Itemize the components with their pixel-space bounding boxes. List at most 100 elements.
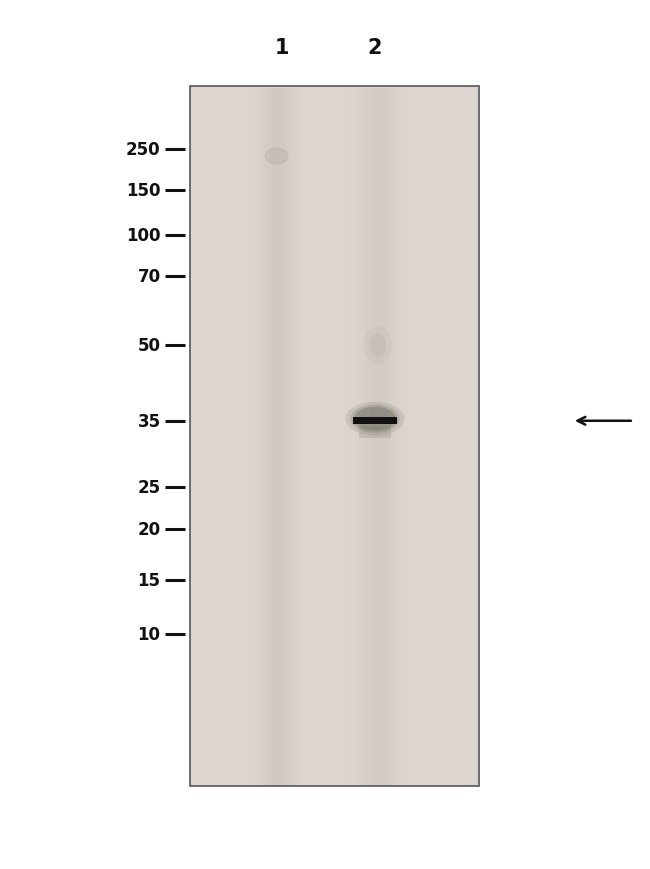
Bar [274, 89, 275, 785]
Bar [279, 89, 280, 785]
Bar [261, 89, 262, 785]
Bar [280, 89, 281, 785]
Bar [387, 89, 388, 785]
Bar [248, 89, 249, 785]
Bar [352, 89, 353, 785]
Bar [352, 418, 397, 425]
Text: 35: 35 [137, 412, 161, 430]
Bar [275, 89, 276, 785]
Bar [370, 89, 371, 785]
Bar [377, 89, 378, 785]
Bar [293, 89, 294, 785]
Bar [252, 89, 253, 785]
Bar [356, 89, 357, 785]
Bar [265, 89, 266, 785]
Bar [363, 89, 365, 785]
Bar [346, 89, 348, 785]
Bar [375, 89, 376, 785]
Bar [359, 89, 360, 785]
Bar [373, 89, 374, 785]
Ellipse shape [350, 405, 400, 433]
Bar [408, 89, 409, 785]
Bar [397, 89, 398, 785]
Bar [351, 89, 352, 785]
Bar [254, 89, 255, 785]
Text: 70: 70 [137, 269, 161, 286]
Bar [286, 89, 287, 785]
Circle shape [369, 335, 386, 357]
Bar [303, 89, 304, 785]
Bar [288, 89, 289, 785]
Bar [255, 89, 256, 785]
Bar [380, 89, 382, 785]
Bar [249, 89, 250, 785]
Bar [281, 89, 282, 785]
Bar [378, 89, 380, 785]
Bar [405, 89, 406, 785]
Bar [251, 89, 252, 785]
Bar [372, 89, 373, 785]
Bar [190, 87, 479, 786]
Bar [389, 89, 390, 785]
Text: 10: 10 [138, 625, 161, 643]
Bar [276, 89, 277, 785]
Bar [285, 89, 286, 785]
Bar [271, 89, 272, 785]
Bar [365, 89, 367, 785]
Bar [382, 89, 383, 785]
Ellipse shape [345, 402, 404, 436]
Bar [282, 89, 283, 785]
Text: 150: 150 [126, 182, 161, 199]
Bar [295, 89, 296, 785]
Bar [407, 89, 408, 785]
Bar [299, 89, 300, 785]
Bar [283, 89, 284, 785]
Text: 1: 1 [275, 38, 290, 57]
Bar [300, 89, 301, 785]
Bar [374, 89, 375, 785]
Bar [367, 89, 368, 785]
Text: 250: 250 [126, 141, 161, 159]
Bar [391, 89, 392, 785]
Bar [385, 89, 387, 785]
Bar [376, 89, 377, 785]
Bar [404, 89, 405, 785]
Bar [396, 89, 397, 785]
Bar [384, 89, 385, 785]
Bar [357, 89, 358, 785]
Bar [371, 89, 372, 785]
Bar [297, 89, 298, 785]
Text: 100: 100 [126, 227, 161, 245]
Bar [294, 89, 295, 785]
Bar [388, 89, 389, 785]
Bar [272, 89, 273, 785]
Bar [298, 89, 299, 785]
Text: 25: 25 [137, 478, 161, 496]
Text: 50: 50 [138, 337, 161, 355]
Bar [250, 89, 251, 785]
Bar [359, 426, 391, 439]
Text: 20: 20 [137, 521, 161, 539]
Bar [291, 89, 292, 785]
Bar [305, 89, 306, 785]
Bar [393, 89, 395, 785]
Ellipse shape [354, 408, 396, 431]
Bar [406, 89, 407, 785]
Bar [278, 89, 279, 785]
Bar [292, 89, 293, 785]
Bar [257, 89, 258, 785]
Bar [355, 89, 356, 785]
Text: 15: 15 [138, 571, 161, 589]
Bar [273, 89, 274, 785]
Bar [348, 89, 350, 785]
Bar [361, 89, 363, 785]
Bar [301, 89, 302, 785]
Bar [409, 89, 410, 785]
Bar [287, 89, 288, 785]
Bar [259, 89, 260, 785]
Bar [262, 89, 263, 785]
Bar [260, 89, 261, 785]
Bar [267, 89, 268, 785]
Bar [302, 89, 303, 785]
Bar [304, 89, 305, 785]
